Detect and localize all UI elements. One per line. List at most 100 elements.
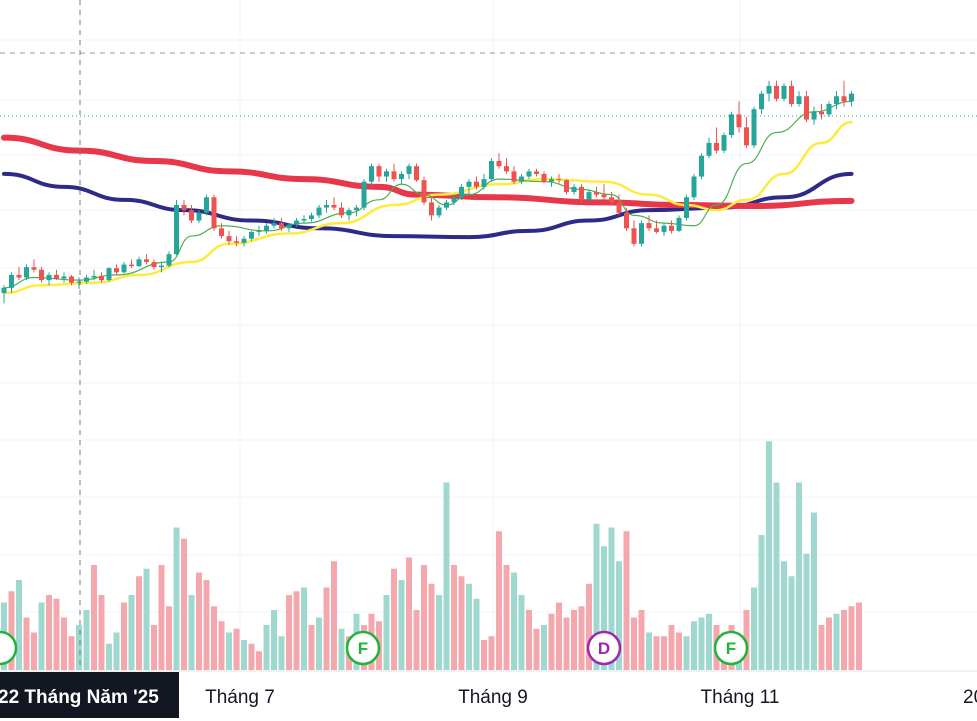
candle	[466, 179, 472, 195]
candle	[661, 223, 667, 237]
candle	[39, 267, 44, 283]
candle-body	[24, 267, 29, 278]
volume-bar	[68, 636, 75, 670]
volume-bar	[233, 628, 240, 670]
volume-bar	[743, 610, 750, 670]
volume-bar	[316, 617, 322, 670]
candle	[196, 210, 202, 224]
candle	[669, 220, 674, 234]
candle-body	[324, 205, 329, 208]
candle-body	[556, 179, 562, 181]
candle	[481, 173, 487, 190]
event-marker-f[interactable]: F	[345, 630, 381, 666]
candle-body	[796, 96, 802, 105]
volume-bar	[436, 595, 442, 670]
candle-body	[226, 236, 232, 242]
volume-bars	[1, 441, 862, 670]
candle	[706, 137, 712, 159]
candle-body	[489, 160, 494, 180]
candle	[451, 194, 457, 205]
candle-body	[744, 127, 749, 146]
candle-body	[384, 171, 389, 177]
candle	[729, 111, 734, 138]
volume-bar	[398, 580, 405, 670]
candle	[294, 217, 299, 227]
candle	[31, 259, 37, 273]
candle	[204, 194, 209, 216]
candle	[796, 91, 802, 107]
candle	[631, 220, 637, 247]
candle-body	[669, 225, 674, 231]
candle-body	[586, 192, 592, 200]
x-tick-label: Tháng 11	[701, 687, 780, 708]
volume-bar	[818, 625, 825, 670]
candle-body	[609, 197, 614, 203]
candle	[136, 256, 142, 268]
candle-body	[601, 194, 607, 198]
crosshair-date-tag	[0, 672, 179, 718]
candle-body	[496, 160, 502, 167]
candle	[804, 91, 809, 123]
event-marker-partial[interactable]	[0, 630, 18, 666]
candle	[504, 158, 509, 174]
candle-body	[684, 197, 689, 218]
candle-body	[519, 176, 524, 182]
candle	[691, 173, 697, 200]
crosshair-date-label: 22 Tháng Năm '25	[0, 687, 159, 708]
event-marker-label: F	[358, 639, 368, 658]
volume-bar	[796, 482, 802, 670]
volume-bar	[458, 576, 465, 670]
candle	[69, 274, 74, 286]
candle-body	[301, 218, 307, 221]
candle-body	[354, 207, 359, 211]
volume-bar	[158, 565, 165, 670]
candle-body	[421, 180, 427, 203]
candle	[684, 194, 689, 221]
volume-bar	[548, 613, 555, 670]
candle	[526, 168, 532, 180]
candle-body	[256, 230, 262, 232]
candle-body	[406, 166, 412, 174]
candle-body	[114, 268, 119, 273]
candle-body	[429, 202, 434, 216]
volume-bar	[23, 617, 30, 670]
candle-body	[174, 205, 179, 255]
volume-bar	[578, 606, 585, 670]
volume-bar	[278, 636, 285, 670]
volume-bar	[61, 617, 67, 670]
volume-bar	[698, 617, 705, 670]
candle-body	[234, 241, 239, 243]
volume-bar	[623, 531, 630, 670]
candle-body	[1, 287, 7, 294]
candle-body	[121, 264, 127, 273]
volume-bar	[481, 640, 487, 670]
candle	[849, 91, 854, 107]
volume-bar	[308, 625, 315, 670]
event-marker-d[interactable]: D	[586, 630, 622, 666]
candle	[144, 254, 149, 265]
candle-body	[69, 276, 74, 283]
volume-bar	[83, 610, 90, 670]
volume-bar	[113, 632, 120, 670]
candle-body	[241, 238, 247, 243]
candle	[151, 259, 157, 270]
candle	[721, 132, 727, 154]
event-marker-f[interactable]: F	[713, 630, 749, 666]
volume-bar	[751, 587, 757, 670]
candle-body	[91, 275, 97, 278]
candle-body	[841, 96, 847, 102]
volume-bar	[331, 561, 337, 670]
volume-bar	[668, 625, 675, 670]
candle-body	[84, 277, 89, 282]
event-marker-circle	[713, 630, 749, 666]
candle-body	[61, 276, 67, 279]
candle	[114, 264, 119, 275]
volume-bar	[151, 625, 157, 670]
candle	[226, 230, 232, 245]
volume-bar	[811, 512, 817, 670]
candle	[346, 207, 352, 221]
candle	[744, 116, 749, 149]
volume-bar	[631, 617, 637, 670]
